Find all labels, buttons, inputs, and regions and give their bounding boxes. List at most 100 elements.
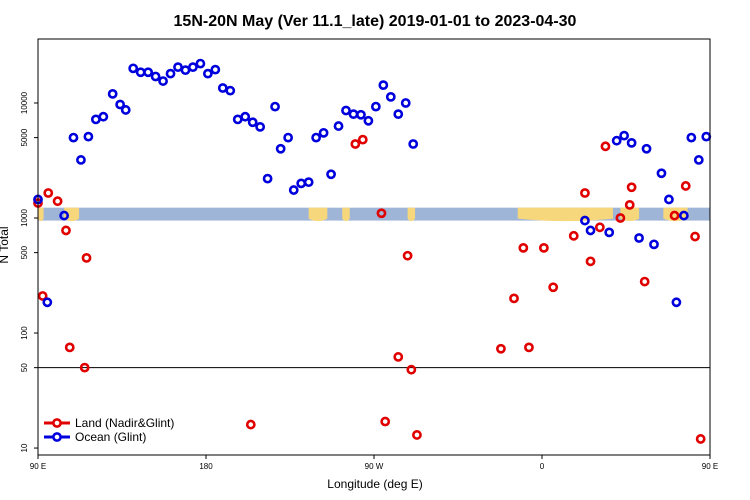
land-point — [509, 293, 519, 304]
ocean-point — [173, 62, 183, 73]
ocean-point — [678, 210, 689, 221]
ocean-point — [98, 111, 109, 122]
legend: Land (Nadir&Glint)Ocean (Glint) — [44, 416, 174, 444]
y-tick-label: 50 — [20, 363, 29, 372]
land-point — [376, 208, 387, 219]
legend-label: Ocean (Glint) — [75, 430, 146, 444]
ocean-point — [202, 68, 213, 79]
ocean-point — [247, 117, 258, 128]
ocean-point — [686, 132, 697, 143]
ocean-point — [188, 62, 198, 73]
ocean-point — [341, 105, 351, 116]
ocean-point — [649, 239, 659, 250]
x-tick-label: 90 E — [702, 462, 718, 471]
y-tick-label: 500 — [20, 245, 29, 259]
ocean-point — [303, 177, 314, 188]
ocean-point — [604, 227, 615, 238]
ocean-point — [262, 173, 273, 184]
x-axis-label: Longitude (deg E) — [327, 477, 422, 491]
ocean-point — [120, 105, 131, 115]
y-tick-label: 5000 — [20, 128, 29, 146]
land-point — [350, 139, 361, 149]
ocean-point — [180, 65, 191, 76]
ocean-point — [255, 121, 266, 132]
land-band-segment — [308, 207, 328, 222]
land-ocean-band — [38, 207, 710, 222]
land-point — [600, 141, 611, 152]
x-tick-label: 90 W — [365, 462, 384, 471]
y-tick-label: 100 — [20, 326, 29, 340]
land-point — [37, 291, 48, 301]
land-point — [594, 222, 605, 233]
ocean-point — [115, 99, 126, 110]
land-band-segment — [407, 207, 416, 222]
land-point — [695, 434, 706, 444]
ocean-point — [393, 109, 404, 120]
land-point — [518, 242, 529, 253]
land-point — [639, 276, 650, 287]
ocean-point — [59, 210, 70, 221]
ocean-point — [619, 130, 630, 141]
land-band-segment — [342, 207, 350, 222]
land-point — [402, 250, 413, 261]
land-point — [81, 252, 92, 263]
ocean-point — [634, 233, 644, 243]
ocean-point — [356, 109, 366, 120]
ocean-point — [641, 143, 652, 154]
ocean-point — [83, 131, 94, 142]
x-axis: 90 E 180 90 W 0 90 E — [30, 455, 718, 471]
ocean-point — [385, 91, 396, 102]
ocean-point — [370, 101, 381, 112]
land-band-segment — [38, 207, 44, 222]
land-point — [626, 182, 637, 193]
x-tick-label: 90 E — [30, 462, 46, 471]
land-point — [615, 213, 626, 223]
ocean-point — [42, 297, 53, 308]
y-axis: 10 50 100 500 1000 5000 10000 — [20, 91, 38, 452]
ocean-point — [143, 67, 154, 78]
land-point — [412, 430, 422, 440]
land-point — [357, 134, 368, 145]
land-point — [64, 342, 75, 353]
y-tick-label: 1000 — [20, 209, 29, 227]
ocean-point — [150, 71, 161, 82]
ocean-point — [671, 297, 682, 308]
ocean-point — [240, 111, 251, 122]
land-point — [585, 256, 596, 267]
y-axis-label: N Total — [0, 226, 11, 263]
data-points — [33, 58, 712, 444]
ocean-point — [318, 127, 329, 138]
ocean-point — [580, 215, 590, 226]
legend-marker — [52, 432, 62, 442]
ocean-point — [333, 121, 344, 131]
land-point — [43, 188, 54, 198]
land-point — [61, 225, 71, 236]
ocean-point — [656, 168, 667, 179]
legend-marker — [52, 418, 62, 428]
legend-label: Land (Nadir&Glint) — [75, 416, 174, 430]
land-point — [245, 419, 256, 430]
ocean-point — [378, 80, 389, 91]
y-tick-label: 10 — [20, 443, 29, 452]
land-point — [669, 210, 680, 221]
ocean-point — [128, 63, 139, 74]
land-point — [690, 231, 700, 242]
land-band-segment — [517, 207, 613, 222]
y-tick-label: 10000 — [20, 91, 29, 114]
land-point — [538, 242, 549, 253]
land-point — [496, 343, 506, 354]
ocean-point — [195, 58, 206, 69]
ocean-point — [210, 64, 221, 75]
land-point — [680, 181, 691, 191]
ocean-point — [408, 139, 419, 149]
land-point — [580, 188, 590, 198]
ocean-point — [158, 76, 168, 86]
ocean-point — [664, 194, 674, 205]
ocean-point — [611, 135, 622, 146]
ocean-point — [626, 137, 637, 148]
land-point — [624, 199, 635, 210]
ocean-point — [270, 101, 280, 112]
ocean-point — [225, 85, 236, 96]
